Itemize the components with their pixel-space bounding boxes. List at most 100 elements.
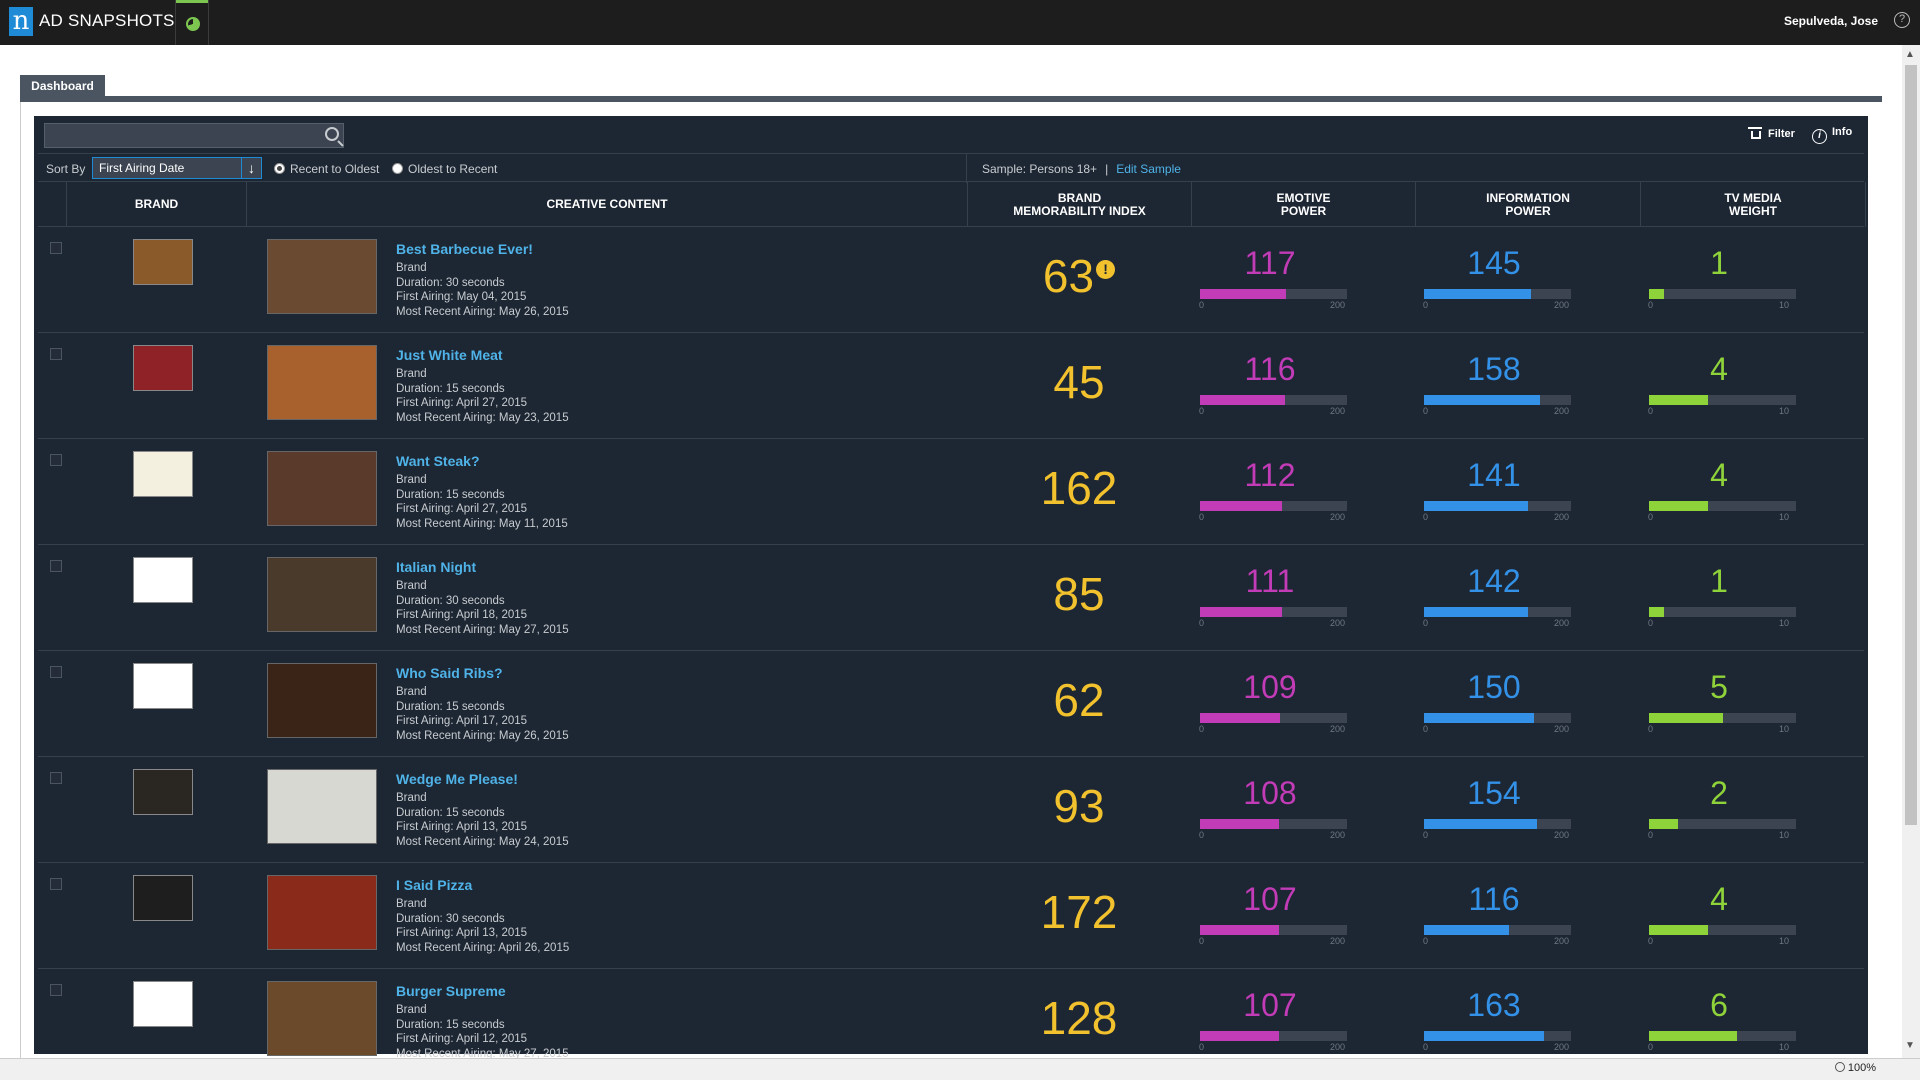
radio-oldest-to-recent[interactable]: Oldest to Recent [392,162,497,176]
ad-thumbnail[interactable] [267,875,377,950]
ad-thumbnail[interactable] [267,981,377,1056]
ad-thumbnail[interactable] [267,451,377,526]
information-power-metric: 141 0 200 [1418,457,1571,522]
header-creative-content[interactable]: CREATIVE CONTENT [247,182,968,227]
info-button[interactable]: i Info [1812,126,1852,144]
brand-memorability-value: 63! [989,249,1169,303]
tab-dashboard[interactable]: Dashboard [20,75,105,97]
scale-max: 200 [1330,512,1346,522]
information-power-bar-fill [1424,925,1510,935]
ad-first-airing: First Airing: April 27, 2015 [396,503,528,515]
table-row[interactable]: Want Steak? Brand Duration: 15 seconds Firs… [38,439,1864,545]
ad-title-link[interactable]: Just White Meat [396,347,503,363]
radio-recent-to-oldest[interactable]: Recent to Oldest [274,162,379,176]
tv-media-weight-bar-fill [1649,289,1664,299]
dashboard-app-tab[interactable] [175,0,209,45]
sort-select[interactable]: First Airing Date ↓ [92,157,262,179]
scroll-thumb[interactable] [1905,65,1917,825]
header-brand[interactable]: BRAND [67,182,247,227]
scale-max: 200 [1554,512,1570,522]
filter-button[interactable]: Filter [1748,127,1795,140]
row-checkbox[interactable] [50,454,62,466]
emotive-power-bar [1200,395,1347,405]
row-checkbox[interactable] [50,560,62,572]
emotive-power-value: 107 [1243,881,1297,917]
brand-memorability-value: 93 [989,779,1169,833]
ad-title-link[interactable]: Best Barbecue Ever! [396,241,533,257]
table-row[interactable]: Wedge Me Please! Brand Duration: 15 second… [38,757,1864,863]
row-checkbox[interactable] [50,666,62,678]
filter-icon [1748,127,1762,139]
row-checkbox[interactable] [50,242,62,254]
ad-most-recent-airing: Most Recent Airing: April 26, 2015 [396,941,570,954]
zoom-control[interactable]: 100% [1834,1062,1876,1074]
information-power-bar [1424,925,1571,935]
table-row[interactable]: Who Said Ribs? Brand Duration: 15 seconds F… [38,651,1864,757]
header-tv-media-weight[interactable]: TV MEDIA WEIGHT [1641,182,1866,227]
tv-media-weight-value: 4 [1710,881,1728,917]
table-row[interactable]: Best Barbecue Ever! Brand Duration: 30 sec… [38,227,1864,333]
ad-thumbnail[interactable] [267,663,377,738]
scale-min: 0 [1199,830,1205,840]
information-power-metric: 154 0 200 [1418,775,1571,840]
scale-max: 10 [1779,512,1790,522]
information-power-bar [1424,289,1571,299]
header-information-power[interactable]: INFORMATION POWER [1416,182,1641,227]
row-checkbox[interactable] [50,878,62,890]
ad-thumbnail[interactable] [267,557,377,632]
ad-title-link[interactable]: Burger Supreme [396,983,506,999]
ad-title-link[interactable]: Who Said Ribs? [396,665,503,681]
nielsen-logo: n [9,7,33,36]
status-bar: 100% [0,1058,1920,1080]
search-input[interactable] [44,123,344,148]
scale-min: 0 [1648,936,1654,946]
emotive-power-value: 111 [1245,563,1295,599]
ad-title-link[interactable]: I Said Pizza [396,877,473,893]
table-row[interactable]: Italian Night Brand Duration: 30 seconds Fi… [38,545,1864,651]
scale-min: 0 [1199,724,1205,734]
scrollbar[interactable]: ▲ ▼ [1902,45,1920,1058]
ad-most-recent-airing: Most Recent Airing: May 27, 2015 [396,1047,569,1060]
header-line: TV MEDIA [1724,190,1782,205]
ad-most-recent-airing: Most Recent Airing: May 11, 2015 [396,517,568,530]
user-name[interactable]: Sepulveda, Jose [1783,14,1878,28]
scale-max: 10 [1779,1042,1790,1052]
header-brand-memorability[interactable]: BRAND MEMORABILITY INDEX [968,182,1192,227]
information-power-value: 163 [1467,987,1521,1023]
warning-icon[interactable]: ! [1096,260,1116,279]
ad-brand: Brand [396,898,427,910]
table-row[interactable]: Burger Supreme Brand Duration: 15 seconds F… [38,969,1864,1075]
ad-thumbnail[interactable] [267,345,377,420]
sample-info: Sample: Persons 18+ | Edit Sample [982,162,1181,176]
search-icon[interactable] [325,127,339,141]
scale-min: 0 [1199,512,1205,522]
tv-media-weight-metric: 1 0 10 [1643,245,1796,310]
scale-min: 0 [1648,406,1654,416]
row-checkbox[interactable] [50,348,62,360]
emotive-power-value: 116 [1244,351,1296,387]
bmi-number: 162 [1040,462,1118,514]
scroll-down-icon[interactable]: ▼ [1905,1040,1915,1051]
tv-media-weight-bar [1649,819,1796,829]
header-emotive-power[interactable]: EMOTIVE POWER [1192,182,1416,227]
row-checkbox[interactable] [50,772,62,784]
chevron-down-icon[interactable]: ↓ [241,158,261,178]
ad-thumbnail[interactable] [267,769,377,844]
scale-min: 0 [1648,724,1654,734]
table-row[interactable]: I Said Pizza Brand Duration: 30 seconds Fir… [38,863,1864,969]
information-power-bar-fill [1424,501,1528,511]
scale-max: 200 [1554,724,1570,734]
scale-max: 200 [1330,724,1346,734]
row-checkbox[interactable] [50,984,62,996]
edit-sample-link[interactable]: Edit Sample [1116,162,1181,176]
scroll-up-icon[interactable]: ▲ [1905,49,1915,60]
emotive-power-value: 112 [1244,457,1296,493]
ad-thumbnail[interactable] [267,239,377,314]
ad-title-link[interactable]: Wedge Me Please! [396,771,518,787]
ad-title-link[interactable]: Want Steak? [396,453,480,469]
ad-first-airing: First Airing: May 04, 2015 [396,291,527,303]
ad-meta: Brand Duration: 30 seconds First Airing: M… [396,261,569,319]
help-icon[interactable]: ? [1894,12,1910,28]
ad-title-link[interactable]: Italian Night [396,559,477,575]
table-row[interactable]: Just White Meat Brand Duration: 15 seconds… [38,333,1864,439]
